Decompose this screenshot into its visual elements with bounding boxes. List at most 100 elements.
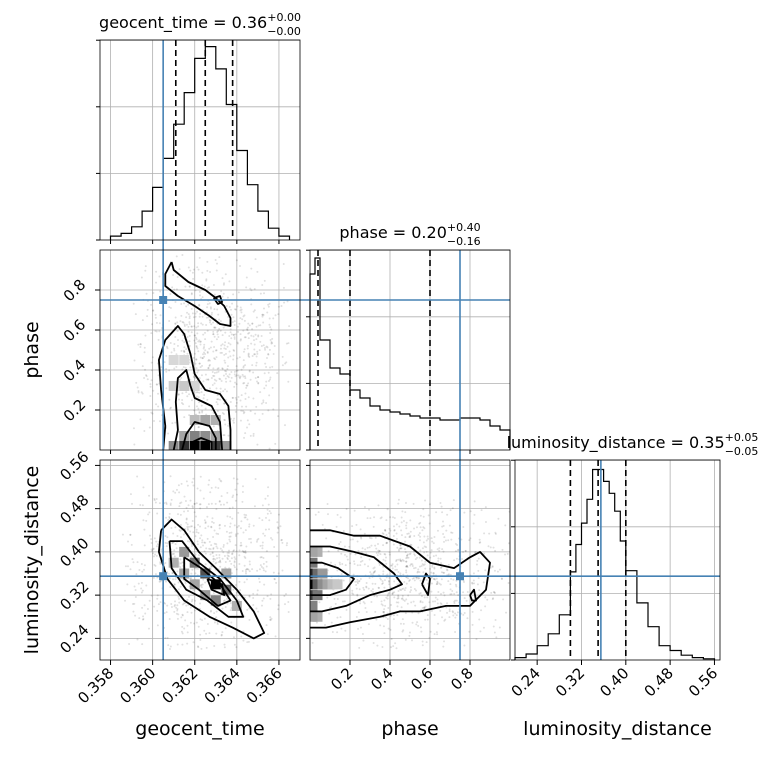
scatter-point bbox=[209, 553, 212, 556]
scatter-point bbox=[207, 378, 210, 381]
scatter-point bbox=[173, 347, 176, 350]
scatter-point bbox=[453, 600, 456, 603]
scatter-point bbox=[344, 553, 347, 556]
scatter-point bbox=[194, 599, 197, 602]
scatter-point bbox=[232, 396, 235, 399]
scatter-point bbox=[186, 631, 189, 634]
scatter-point bbox=[440, 505, 443, 508]
scatter-point bbox=[233, 417, 236, 420]
scatter-point bbox=[229, 602, 232, 605]
scatter-point bbox=[186, 395, 189, 398]
scatter-point bbox=[213, 645, 216, 648]
scatter-point bbox=[149, 385, 152, 388]
scatter-point bbox=[409, 564, 412, 567]
scatter-point bbox=[439, 602, 442, 605]
scatter-point bbox=[471, 581, 474, 584]
scatter-point bbox=[180, 349, 183, 352]
scatter-point bbox=[199, 638, 202, 641]
scatter-point bbox=[197, 369, 200, 372]
scatter-point bbox=[212, 547, 215, 550]
scatter-point bbox=[206, 351, 209, 354]
scatter-point bbox=[439, 502, 442, 505]
scatter-point bbox=[160, 366, 163, 369]
scatter-point bbox=[493, 591, 496, 594]
scatter-point bbox=[188, 315, 191, 318]
scatter-point bbox=[248, 595, 251, 598]
scatter-point bbox=[173, 583, 176, 586]
scatter-point bbox=[216, 394, 219, 397]
scatter-point bbox=[264, 362, 267, 365]
scatter-point bbox=[243, 382, 246, 385]
scatter-point bbox=[216, 398, 219, 401]
scatter-point bbox=[190, 556, 193, 559]
scatter-point bbox=[168, 618, 171, 621]
scatter-point bbox=[150, 538, 153, 541]
scatter-point bbox=[471, 582, 474, 585]
scatter-point bbox=[193, 567, 196, 570]
scatter-point bbox=[215, 401, 218, 404]
scatter-point bbox=[160, 549, 163, 552]
scatter-point bbox=[484, 521, 487, 524]
scatter-point bbox=[180, 402, 183, 405]
scatter-point bbox=[463, 511, 466, 514]
density-cell bbox=[317, 568, 328, 579]
scatter-point bbox=[199, 366, 202, 369]
scatter-point bbox=[222, 326, 225, 329]
scatter-point bbox=[414, 566, 417, 569]
panel-frame-1-0 bbox=[99, 249, 301, 451]
scatter-point bbox=[277, 513, 280, 516]
scatter-point bbox=[263, 292, 266, 295]
scatter-point bbox=[496, 570, 499, 573]
scatter-point bbox=[197, 268, 200, 271]
scatter-point bbox=[147, 513, 150, 516]
scatter-point bbox=[212, 367, 215, 370]
scatter-point bbox=[440, 603, 443, 606]
scatter-point bbox=[216, 308, 219, 311]
scatter-point bbox=[170, 351, 173, 354]
scatter-point bbox=[246, 328, 249, 331]
scatter-point bbox=[248, 570, 251, 573]
scatter-point bbox=[415, 577, 418, 580]
scatter-point bbox=[216, 557, 219, 560]
scatter-point bbox=[495, 636, 498, 639]
scatter-point bbox=[249, 410, 252, 413]
scatter-point bbox=[198, 304, 201, 307]
scatter-point bbox=[247, 568, 250, 571]
scatter-point bbox=[396, 605, 399, 608]
scatter-point bbox=[257, 610, 260, 613]
scatter-point bbox=[241, 373, 244, 376]
x-tick-label: 0.24 bbox=[508, 664, 544, 700]
scatter-point bbox=[172, 273, 175, 276]
scatter-point bbox=[446, 611, 449, 614]
scatter-point bbox=[250, 289, 253, 292]
scatter-point bbox=[280, 304, 283, 307]
scatter-point bbox=[421, 644, 424, 647]
scatter-point bbox=[242, 382, 245, 385]
scatter-point bbox=[223, 344, 226, 347]
scatter-point bbox=[265, 565, 268, 568]
scatter-point bbox=[430, 609, 433, 612]
scatter-point bbox=[249, 434, 252, 437]
scatter-point bbox=[428, 503, 431, 506]
x-tick-label: 0.362 bbox=[158, 664, 201, 707]
scatter-point bbox=[137, 582, 140, 585]
scatter-point bbox=[436, 548, 439, 551]
scatter-point bbox=[345, 608, 348, 611]
scatter-point bbox=[191, 520, 194, 523]
scatter-point bbox=[401, 587, 404, 590]
scatter-point bbox=[256, 350, 259, 353]
scatter-point bbox=[506, 552, 509, 555]
scatter-point bbox=[211, 551, 214, 554]
scatter-point bbox=[394, 642, 397, 645]
scatter-point bbox=[388, 553, 391, 556]
scatter-point bbox=[500, 577, 503, 580]
scatter-point bbox=[177, 581, 180, 584]
scatter-point bbox=[167, 518, 170, 521]
scatter-point bbox=[135, 381, 138, 384]
scatter-point bbox=[244, 432, 247, 435]
scatter-point bbox=[418, 522, 421, 525]
scatter-point bbox=[379, 578, 382, 581]
scatter-point bbox=[393, 529, 396, 532]
scatter-point bbox=[188, 393, 191, 396]
